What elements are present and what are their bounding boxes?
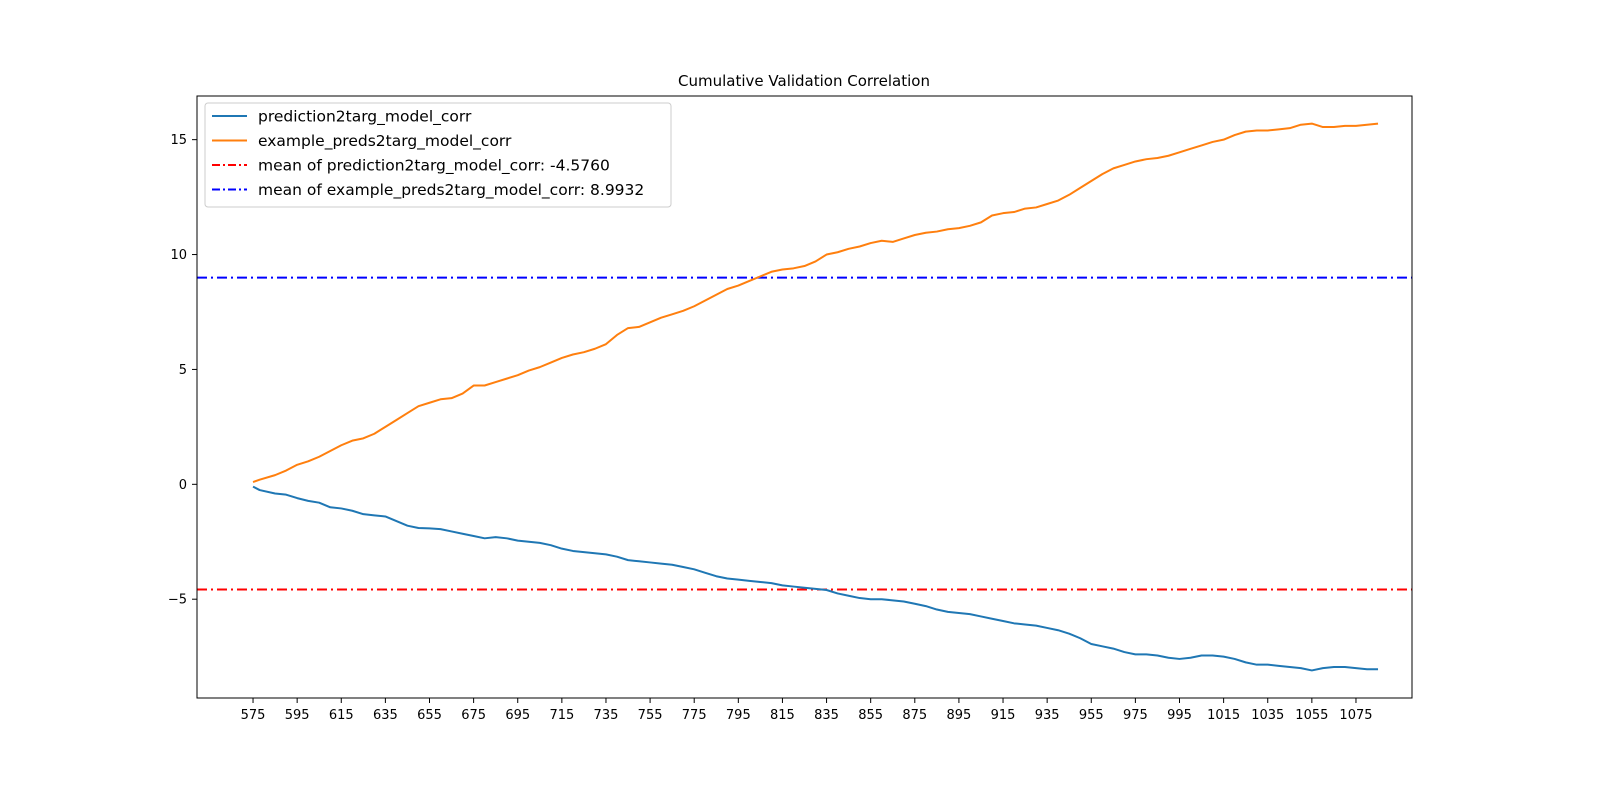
series-line-0 <box>252 485 1379 672</box>
x-tick-label: 875 <box>902 708 927 723</box>
x-tick-label: 695 <box>505 708 530 723</box>
legend-label: mean of example_preds2targ_model_corr: 8… <box>258 181 644 200</box>
y-axis: −5 0 5 10 15 <box>168 133 197 608</box>
x-tick-label: 575 <box>241 708 266 723</box>
x-tick-label: 735 <box>594 708 619 723</box>
x-tick-label: 595 <box>285 708 310 723</box>
x-tick-label: 775 <box>682 708 707 723</box>
y-tick-label: 15 <box>170 133 187 148</box>
x-tick-label: 835 <box>814 708 839 723</box>
plot-area <box>197 122 1412 672</box>
x-tick-label: 675 <box>461 708 486 723</box>
x-tick-label: 615 <box>329 708 354 723</box>
x-tick-label: 895 <box>946 708 971 723</box>
x-tick-label: 935 <box>1035 708 1060 723</box>
x-tick-label: 1055 <box>1295 708 1328 723</box>
y-tick-label: 0 <box>179 478 187 493</box>
y-tick-label: −5 <box>168 593 187 608</box>
x-tick-label: 795 <box>726 708 751 723</box>
x-tick-label: 915 <box>991 708 1016 723</box>
legend-box <box>204 102 672 208</box>
x-tick-label: 635 <box>373 708 398 723</box>
x-tick-label: 995 <box>1167 708 1192 723</box>
y-tick-label: 10 <box>170 248 187 263</box>
legend-label: prediction2targ_model_corr <box>258 108 472 127</box>
x-axis: 575 595 615 635 655 675 695 715 735 755 775 795 815 8… <box>241 698 1373 723</box>
x-tick-label: 1035 <box>1251 708 1284 723</box>
x-tick-label: 855 <box>858 708 883 723</box>
axes-frame <box>196 95 1413 699</box>
x-tick-label: 655 <box>417 708 442 723</box>
x-tick-label: 1015 <box>1207 708 1240 723</box>
legend: prediction2targ_model_corr example_preds2… <box>204 102 672 208</box>
chart-title: Cumulative Validation Correlation <box>678 72 930 90</box>
x-tick-label: 1075 <box>1339 708 1372 723</box>
legend-label: mean of prediction2targ_model_corr: -4.5… <box>258 157 610 176</box>
legend-label: example_preds2targ_model_corr <box>258 132 512 151</box>
x-tick-label: 715 <box>549 708 574 723</box>
series-line-1 <box>252 122 1379 483</box>
x-tick-label: 975 <box>1123 708 1148 723</box>
y-tick-label: 5 <box>179 363 187 378</box>
x-tick-label: 755 <box>638 708 663 723</box>
x-tick-label: 955 <box>1079 708 1104 723</box>
x-tick-label: 815 <box>770 708 795 723</box>
